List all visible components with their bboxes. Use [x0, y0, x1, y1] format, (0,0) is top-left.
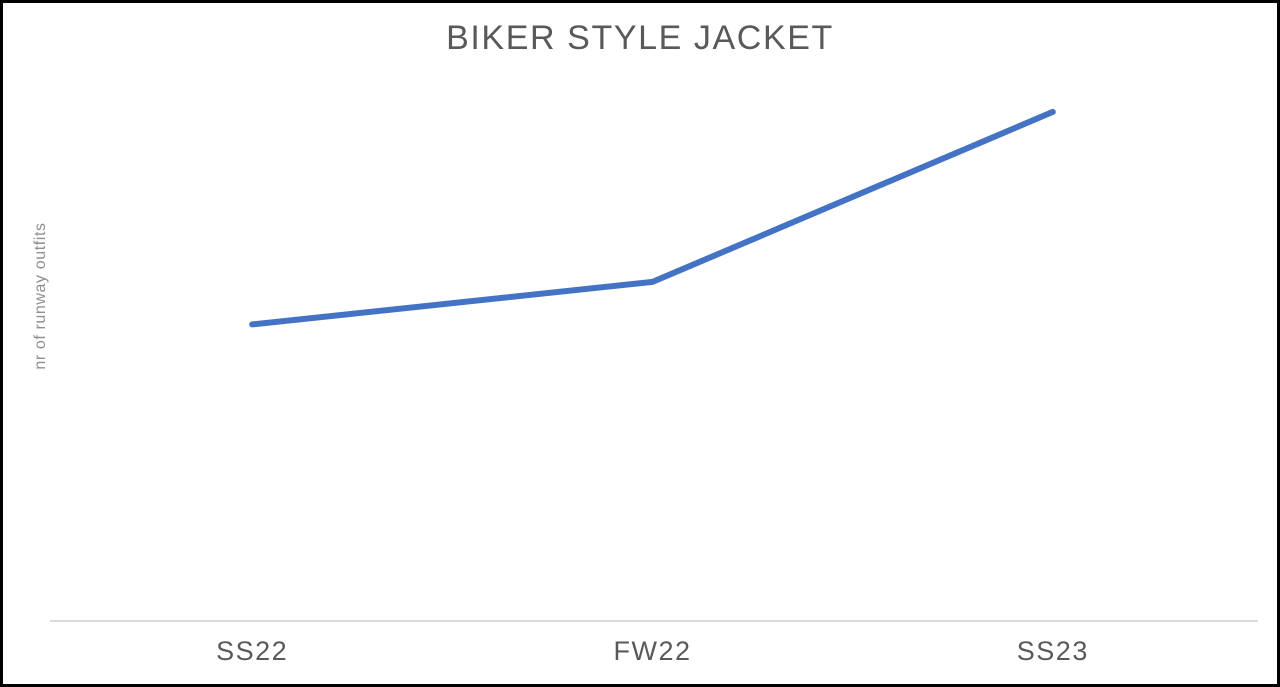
- chart-title: BIKER STYLE JACKET: [446, 19, 834, 57]
- x-tick-label-ss23: SS23: [1016, 636, 1089, 666]
- x-axis-tick-labels: SS22 FW22 SS23: [52, 638, 1253, 665]
- x-tick-label-ss22: SS22: [216, 636, 289, 666]
- x-tick-label-fw22: FW22: [613, 636, 692, 666]
- x-axis-line: [50, 620, 1258, 622]
- series-line: [249, 108, 1056, 328]
